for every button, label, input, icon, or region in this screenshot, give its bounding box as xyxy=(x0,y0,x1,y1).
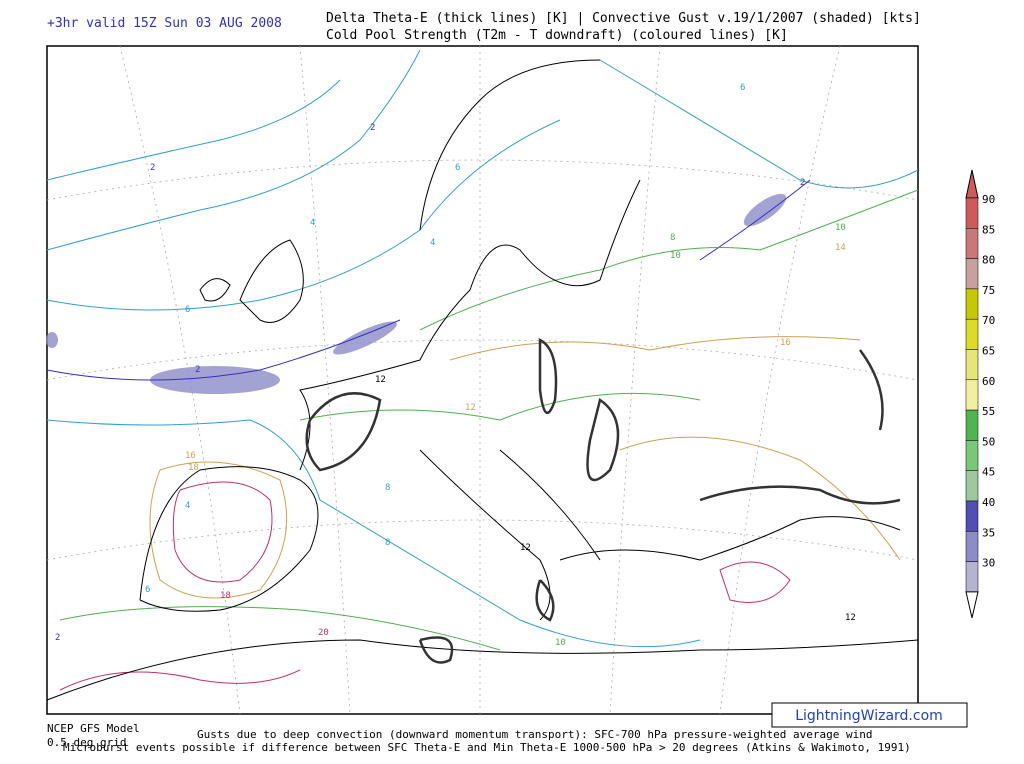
contour-label: 4 xyxy=(185,501,190,511)
contour-label: 2 xyxy=(800,178,805,188)
legend-label: 85 xyxy=(982,223,995,236)
contour-label: 2 xyxy=(370,123,375,133)
contour-label: 6 xyxy=(145,585,150,595)
legend-label: 70 xyxy=(982,314,995,327)
contour-label: 2 xyxy=(195,365,200,375)
contour-label: 12 xyxy=(520,543,531,553)
legend-swatch xyxy=(965,561,979,593)
map: 2 2 2 2 4 4 6 6 6 8 8 10 10 12 12 12 14 16 16 18 18 20 12 10 8 6 2… xyxy=(46,45,919,715)
legend-label: 30 xyxy=(982,557,995,570)
contour-label: 18 xyxy=(188,463,199,473)
legend-label: 65 xyxy=(982,345,995,358)
legend-label: 35 xyxy=(982,526,995,539)
contour-label: 6 xyxy=(185,305,190,315)
contour-label: 12 xyxy=(845,613,856,623)
legend-swatch xyxy=(965,349,979,381)
contour-label: 12 xyxy=(465,403,476,413)
contour-label: 8 xyxy=(385,483,390,493)
legend-swatch xyxy=(965,379,979,411)
title-line: Cold Pool Strength (T2m - T downdraft) (… xyxy=(326,28,788,43)
legend-arrow xyxy=(965,591,979,619)
legend-swatch xyxy=(965,288,979,320)
contour-label: 10 xyxy=(670,251,681,261)
contour-label: 2 xyxy=(55,633,60,643)
legend-swatch xyxy=(965,318,979,350)
legend-label: 75 xyxy=(982,284,995,297)
contours-orange xyxy=(149,336,901,599)
legend-label: 90 xyxy=(982,193,995,206)
valid-time: +3hr valid 15Z Sun 03 AUG 2008 xyxy=(47,16,282,31)
legend-swatch xyxy=(965,197,979,229)
legend-label: 80 xyxy=(982,254,995,267)
contour-label: 10 xyxy=(555,638,566,648)
grid-info: 0.5 deg grid xyxy=(47,736,126,749)
site-link: LightningWizard.com xyxy=(795,708,943,724)
legend-label: 55 xyxy=(982,405,995,418)
legend-swatch xyxy=(965,409,979,441)
legend-swatch xyxy=(965,531,979,562)
legend-label: 40 xyxy=(982,496,995,509)
legend-label: 45 xyxy=(982,466,995,479)
graticule xyxy=(46,45,919,715)
contour-label: 4 xyxy=(310,218,315,228)
contour-label: 10 xyxy=(835,223,846,233)
contour-label: 12 xyxy=(375,375,386,385)
contour-label: 14 xyxy=(835,243,846,253)
contour-label: 16 xyxy=(185,451,196,461)
legend-swatch xyxy=(965,228,979,259)
coastline xyxy=(46,59,919,701)
legend-swatch xyxy=(965,440,979,471)
site-box xyxy=(771,702,968,728)
contour-label: 2 xyxy=(150,163,155,173)
contours-magenta xyxy=(59,481,791,691)
title-line: Delta Theta-E (thick lines) [K] | Convec… xyxy=(326,11,921,26)
contour-label: 6 xyxy=(455,163,460,173)
model-name: NCEP GFS Model xyxy=(47,722,140,735)
contours-green xyxy=(59,189,919,651)
legend-swatch xyxy=(965,258,979,290)
delta-theta-e-lines xyxy=(305,337,901,664)
legend-swatch xyxy=(965,500,979,532)
legend-label: 60 xyxy=(982,375,995,388)
gust-shading xyxy=(46,193,787,394)
contour-label: 20 xyxy=(318,628,329,638)
microburst-note: Microburst events possible if difference… xyxy=(63,741,911,754)
contour-label: 8 xyxy=(670,233,675,243)
contour-label: 18 xyxy=(220,591,231,601)
legend-swatch xyxy=(965,470,979,502)
contour-label: 6 xyxy=(740,83,745,93)
legend-label: 50 xyxy=(982,435,995,448)
gust-note: Gusts due to deep convection (downward m… xyxy=(197,728,873,741)
contours-cyan xyxy=(46,49,919,648)
contours-blue xyxy=(46,179,811,381)
legend: 90 85 80 75 70 65 60 55 50 45 40 35 30 xyxy=(965,169,995,619)
contour-label: 16 xyxy=(780,338,791,348)
contour-label: 8 xyxy=(385,538,390,548)
contour-label: 4 xyxy=(430,238,435,248)
